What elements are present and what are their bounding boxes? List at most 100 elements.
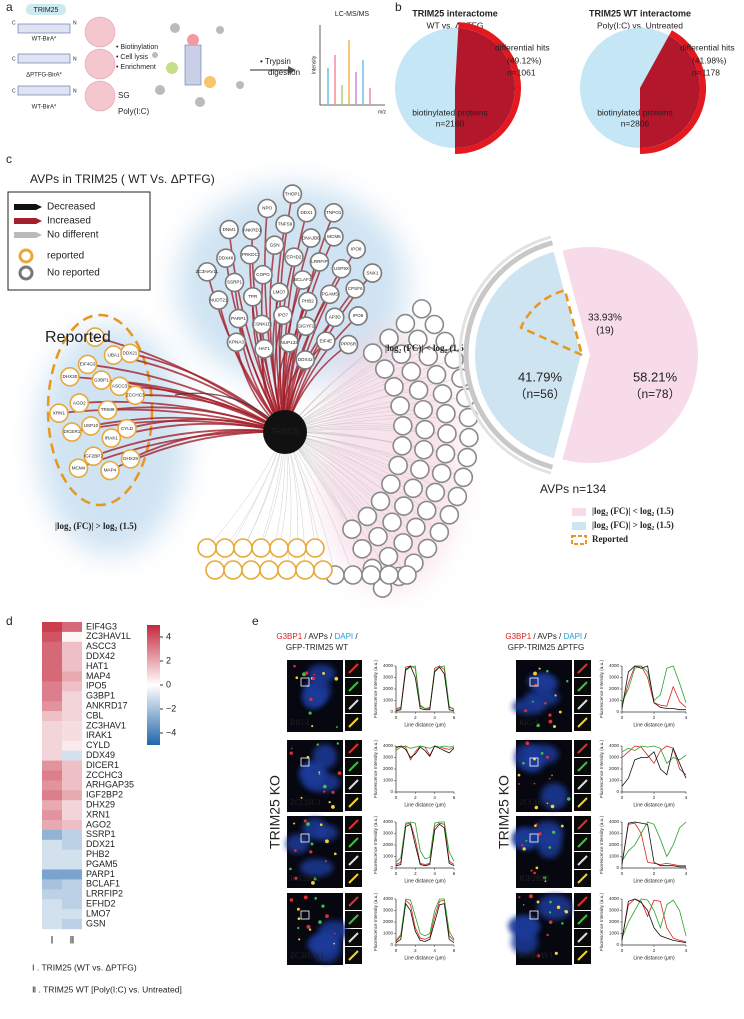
node: [348, 306, 368, 326]
heat-cell: [62, 859, 82, 870]
chart-title: TRIM25 WT interactome: [589, 8, 691, 18]
node: [253, 264, 273, 285]
granule: [303, 895, 308, 900]
granule: [535, 866, 539, 870]
thumb-streak: [348, 743, 359, 754]
label: |log₂ (FC)| > log₂ (1.5): [55, 521, 137, 531]
heat-cell: [62, 839, 82, 850]
intensity-line: [395, 745, 455, 751]
heat-cell: [62, 879, 82, 890]
node-label: LRRFIP: [311, 259, 327, 264]
intensity-line: [621, 821, 686, 868]
node-label: EIF4E: [319, 338, 332, 343]
x-tick-label: 2: [653, 948, 656, 953]
node-label: ZCCHC3: [126, 392, 145, 397]
y-tick-label: 2000: [383, 766, 394, 771]
nucleus: [311, 931, 340, 953]
node-label: ANKRD1: [243, 228, 262, 233]
colorbar-label: 2: [166, 655, 171, 665]
thumb-streak: [348, 797, 359, 808]
granule: [549, 900, 552, 904]
node: [252, 314, 272, 335]
granule: [544, 880, 547, 883]
legend-ring: [18, 265, 34, 281]
node-label: PGAM5: [322, 292, 339, 297]
granule: [308, 711, 312, 715]
intensity-line: [395, 902, 455, 944]
label: N: [73, 20, 77, 26]
label: biotinylated proteins: [597, 107, 673, 117]
x-tick-label: 0: [621, 715, 624, 720]
thumb-streak: [577, 837, 588, 848]
label: Ⅱ: [70, 936, 75, 947]
node: [436, 403, 456, 424]
x-tick-label: 4: [685, 948, 688, 953]
heat-cell: [42, 711, 62, 722]
node: [233, 538, 253, 558]
granule: [316, 743, 319, 746]
node: [415, 419, 435, 440]
node: [393, 533, 413, 553]
row-label: IPO5: [86, 681, 107, 691]
row-label: CBL: [86, 710, 104, 720]
node: [391, 344, 412, 364]
node: [298, 291, 318, 312]
edge: [58, 408, 286, 433]
heat-cell: [62, 800, 82, 811]
heat-cell: [62, 711, 82, 722]
x-axis-label: Line distance (μm): [404, 722, 446, 728]
node: [390, 396, 410, 416]
complex: [184, 44, 202, 86]
node: [279, 333, 299, 353]
label: (19): [596, 326, 614, 337]
x-tick-label: 4: [685, 715, 688, 720]
node-label: BCLAF1: [294, 277, 312, 282]
granule: [323, 790, 326, 793]
granule: [324, 860, 327, 863]
intensity-line: [621, 665, 687, 703]
nucleus: [532, 674, 559, 694]
node: [425, 482, 446, 503]
node-label: TNPO1: [326, 210, 342, 215]
legend-label: reported: [47, 251, 84, 262]
row-label: IGF2BP2: [86, 790, 123, 800]
granule: [518, 782, 521, 785]
granule: [554, 694, 557, 697]
y-tick-label: 1000: [383, 698, 394, 703]
panel-label: c: [6, 152, 12, 166]
x-tick-label: 4: [433, 795, 436, 800]
heat-cell: [42, 849, 62, 860]
node-label: IPO5: [353, 313, 364, 318]
x-axis-label: Line distance (μm): [633, 955, 675, 961]
group-title: G3BP1 / AVPs / DAPI /: [505, 632, 587, 641]
title-part: G3BP1: [505, 632, 531, 641]
granule: [538, 667, 541, 670]
title-part: / AVPs /: [302, 632, 334, 641]
pie-slice: [455, 28, 515, 149]
intensity-line: [395, 898, 455, 941]
y-tick-label: 0: [390, 942, 393, 947]
node: [277, 560, 297, 580]
x-axis-label: Line distance (μm): [404, 802, 446, 808]
thumb-streak: [577, 873, 588, 884]
heat-cell: [42, 820, 62, 831]
node-label: NUP133: [281, 340, 299, 345]
granule: [306, 924, 311, 929]
row-label: RIG-I: [290, 718, 309, 727]
node: [215, 538, 235, 558]
node-label: PPP6R: [341, 342, 357, 347]
granule: [567, 797, 571, 801]
thumb-streak: [348, 855, 359, 866]
y-tick-label: 3000: [383, 831, 394, 836]
node-label: KPNA3: [229, 339, 245, 344]
heat-cell: [42, 651, 62, 662]
granule: [546, 933, 549, 937]
node-label: DDX21: [123, 351, 138, 356]
node: [316, 331, 336, 351]
intensity-line: [621, 821, 687, 862]
heat-cell: [62, 691, 82, 702]
granule: [304, 671, 309, 675]
node-label: AGO2: [73, 400, 86, 405]
label: Poly(I:C): [118, 107, 149, 116]
y-tick-label: 0: [616, 865, 619, 870]
